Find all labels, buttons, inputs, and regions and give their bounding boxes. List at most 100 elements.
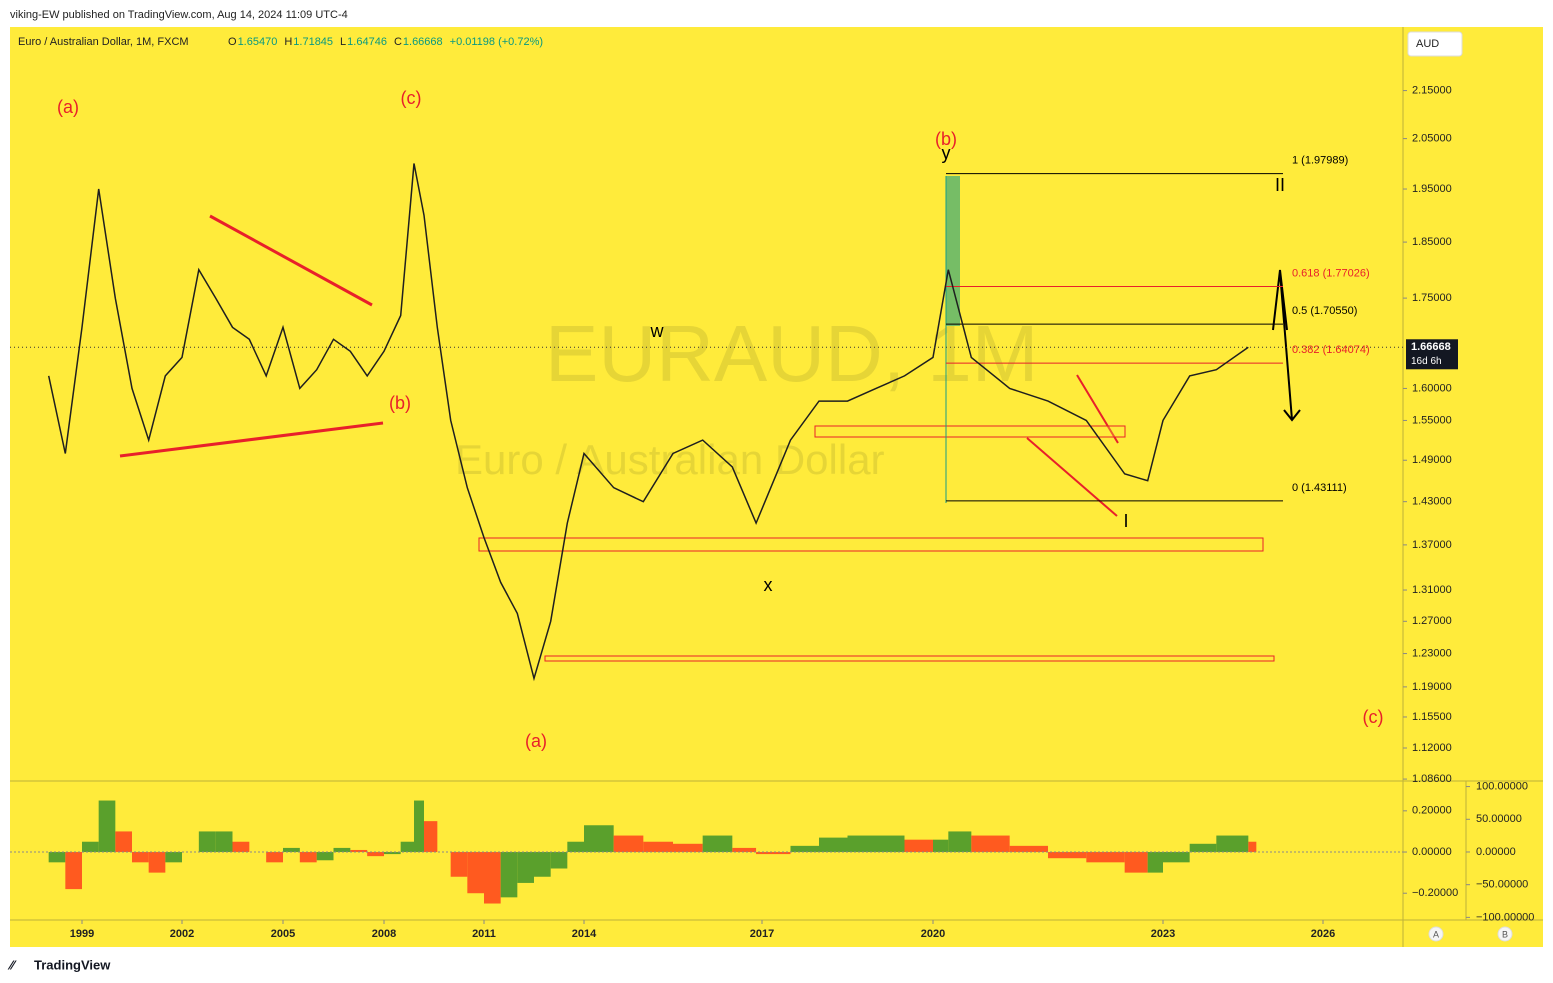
legend-value: 1.71845 (293, 36, 333, 48)
x-tick-label: 2020 (921, 928, 945, 940)
watermark-ticker: EURAUD, 1M (545, 309, 1038, 398)
currency-label: AUD (1416, 38, 1439, 50)
footer-brand: TradingView (34, 957, 111, 972)
y-tick-label: 2.15000 (1412, 84, 1452, 96)
osc-bar (384, 852, 401, 855)
osc-bar (98, 800, 116, 853)
osc-bar (904, 839, 933, 853)
zones (478, 176, 1275, 662)
legend-value: 1.66668 (403, 36, 443, 48)
wave-label: (c) (1363, 707, 1384, 727)
fib-label: 0.618 (1.77026) (1292, 267, 1370, 279)
last-price-label: 1.66668 (1411, 341, 1451, 353)
osc-bar (367, 852, 384, 857)
legend-key: H (284, 36, 292, 48)
x-tick-label: 2008 (372, 928, 396, 940)
y-tick-label: 1.43000 (1412, 496, 1452, 508)
osc-bar (500, 852, 518, 898)
price-line (47, 163, 1249, 682)
osc-bar (484, 852, 501, 904)
osc-bar (819, 837, 848, 853)
trend-line (119, 421, 384, 458)
fib-label: 1 (1.97989) (1292, 155, 1348, 167)
y2-tick-label: 50.00000 (1476, 813, 1522, 825)
y-tick-label: 1.55000 (1412, 414, 1452, 426)
y-tick-label: −0.20000 (1412, 887, 1458, 899)
osc-bar (1248, 841, 1257, 853)
legend-symbol: Euro / Australian Dollar, 1M, FXCM (18, 36, 189, 48)
x-tick-label: 2014 (572, 928, 597, 940)
osc-bar (933, 839, 949, 853)
osc-bar (1009, 845, 1048, 853)
y-tick-label: 2.05000 (1412, 133, 1452, 145)
osc-bar (517, 852, 534, 883)
osc-bar (948, 831, 972, 853)
trend-line (1026, 437, 1118, 517)
currency-button[interactable] (1407, 31, 1463, 57)
legend-key: O (228, 36, 237, 48)
y-tick-label: 1.15500 (1412, 711, 1452, 723)
y-tick-label: 1.49000 (1412, 454, 1452, 466)
triangle-lines (119, 214, 1119, 517)
osc-bar (1189, 843, 1217, 853)
osc-bar (316, 852, 334, 861)
osc-bar (82, 841, 99, 853)
osc-bar (232, 841, 250, 853)
y-tick-label: 1.60000 (1412, 382, 1452, 394)
legend-change: +0.01198 (+0.72%) (450, 36, 543, 48)
osc-bar (876, 835, 905, 853)
fib-label: 0 (1.43111) (1292, 482, 1347, 494)
zone (478, 537, 1264, 552)
y-tick-label: 1.08600 (1412, 773, 1452, 785)
chart-area (10, 27, 1543, 947)
y2-tick-label: 100.00000 (1476, 780, 1528, 792)
zone (946, 176, 960, 326)
osc-bar (534, 852, 551, 877)
x-tick-label: 1999 (70, 928, 94, 940)
wave-label: (a) (525, 731, 547, 751)
x-tick-label: 2017 (750, 928, 774, 940)
zone (544, 655, 1275, 662)
y-tick-label: 0.00000 (1412, 846, 1452, 858)
fib-label: 0.5 (1.70550) (1292, 305, 1357, 317)
published-line: viking-EW published on TradingView.com, … (10, 9, 348, 21)
legend-key: C (394, 36, 402, 48)
wave-label: y (942, 143, 951, 163)
osc-bar (333, 847, 351, 853)
osc-bar (1147, 852, 1163, 873)
x-tick-label: 2002 (170, 928, 194, 940)
osc-bar (673, 843, 703, 853)
osc-bar (1086, 852, 1125, 863)
osc-bar (215, 831, 233, 853)
scale-button[interactable] (1497, 926, 1513, 942)
y-tick-label: 1.23000 (1412, 647, 1452, 659)
wave-label: (a) (57, 97, 79, 117)
y-tick-label: 1.37000 (1412, 539, 1452, 551)
y-tick-label: 1.19000 (1412, 681, 1452, 693)
osc-bar (467, 852, 484, 894)
y-tick-label: 1.12000 (1412, 742, 1452, 754)
legend-value: 1.65470 (238, 36, 278, 48)
osc-bar (115, 831, 132, 853)
legend-key: L (340, 36, 346, 48)
scale-button[interactable] (1428, 926, 1444, 942)
wave-label: (c) (401, 88, 422, 108)
osc-bar (567, 841, 584, 853)
osc-bar (283, 847, 300, 853)
wave-label: II (1275, 175, 1285, 195)
legend-value: 1.64746 (347, 36, 387, 48)
zone (814, 425, 1126, 438)
x-tick-label: 2011 (472, 928, 496, 940)
osc-bar (148, 852, 166, 873)
osc-bar (299, 852, 317, 863)
y-tick-label: 1.95000 (1412, 183, 1452, 195)
osc-bar (790, 845, 819, 853)
osc-bar (414, 800, 424, 853)
wave-label: x (764, 575, 773, 595)
y-tick-label: 1.85000 (1412, 236, 1452, 248)
trend-line (1076, 374, 1119, 444)
osc-bar (1163, 852, 1190, 863)
osc-bar (266, 852, 283, 863)
wave-label: w (650, 321, 665, 341)
